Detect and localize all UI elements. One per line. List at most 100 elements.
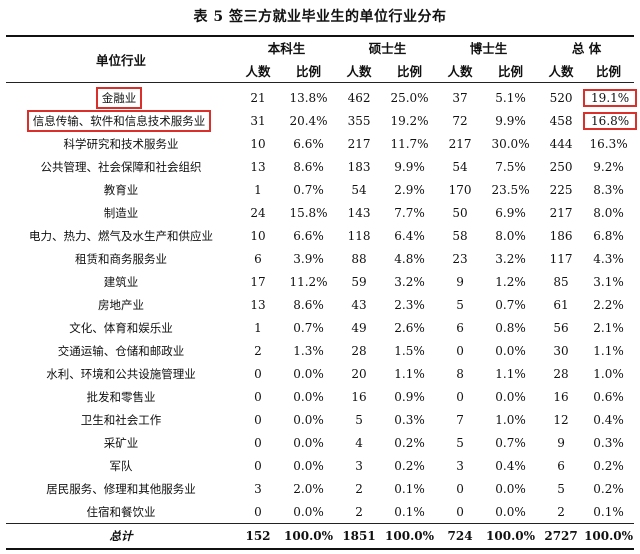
header-ratio: 比例 — [280, 59, 338, 83]
cell: 143 — [347, 205, 371, 220]
cell: 0 — [254, 412, 262, 427]
cell: 1.2% — [495, 274, 526, 289]
header-ratio: 比例 — [482, 59, 540, 83]
cell: 28 — [351, 343, 367, 358]
cell: 3 — [254, 481, 262, 496]
table-row: 教育业 1 0.7% 54 2.9% 170 23.5% 225 8.3% — [6, 178, 634, 201]
industry-name: 水利、环境和公共设施管理业 — [6, 362, 236, 385]
industry-name: 交通运输、仓储和邮政业 — [6, 339, 236, 362]
cell: 250 — [549, 159, 573, 174]
industry-label: 交通运输、仓储和邮政业 — [57, 343, 185, 358]
cell: 0.6% — [593, 389, 624, 404]
header-ratio: 比例 — [583, 59, 635, 83]
table-row: 采矿业 0 0.0% 4 0.2% 5 0.7% 9 0.3% — [6, 431, 634, 454]
cell: 3.1% — [593, 274, 624, 289]
cell: 56 — [553, 320, 569, 335]
cell: 58 — [452, 228, 468, 243]
industry-name: 电力、热力、燃气及水生产和供应业 — [6, 224, 236, 247]
industry-label: 军队 — [109, 458, 133, 473]
cell: 0 — [254, 389, 262, 404]
industry-name: 文化、体育和娱乐业 — [6, 316, 236, 339]
industry-name: 制造业 — [6, 201, 236, 224]
header-ratio: 比例 — [381, 59, 439, 83]
cell: 59 — [351, 274, 367, 289]
cell: 100.0% — [280, 523, 338, 550]
industry-name: 采矿业 — [6, 431, 236, 454]
table-row: 科学研究和技术服务业 10 6.6% 217 11.7% 217 30.0% 444 16.3% — [6, 132, 634, 155]
cell: 0.2% — [593, 458, 624, 473]
cell: 4.8% — [394, 251, 425, 266]
cell: 6 — [254, 251, 262, 266]
cell: 43 — [351, 297, 367, 312]
cell: 2 — [355, 481, 363, 496]
cell: 20 — [351, 366, 367, 381]
cell: 170 — [448, 182, 472, 197]
cell: 0.0% — [495, 343, 526, 358]
cell: 0.0% — [293, 412, 324, 427]
cell: 100.0% — [482, 523, 540, 550]
cell: 16 — [351, 389, 367, 404]
table-row: 电力、热力、燃气及水生产和供应业 10 6.6% 118 6.4% 58 8.0% 186 6.… — [6, 224, 634, 247]
cell: 3.2% — [495, 251, 526, 266]
cell: 0.7% — [495, 435, 526, 450]
cell: 6.6% — [293, 228, 324, 243]
header-undergrad: 本科生 — [267, 41, 306, 56]
cell: 1.5% — [394, 343, 425, 358]
cell: 2.1% — [593, 320, 624, 335]
cell: 100.0% — [381, 523, 439, 550]
cell: 25.0% — [390, 90, 429, 105]
cell: 2.6% — [394, 320, 425, 335]
industry-label: 文化、体育和娱乐业 — [69, 320, 173, 335]
cell: 2 — [355, 504, 363, 519]
table-row: 军队 0 0.0% 3 0.2% 3 0.4% 6 0.2% — [6, 454, 634, 477]
cell: 0.7% — [293, 182, 324, 197]
header-count: 人数 — [236, 59, 280, 83]
industry-distribution-table: 单位行业 本科生 硕士生 博士生 总 体 人数 比例 人数 比例 人数 比例 人… — [6, 36, 638, 550]
cell: 19.1% — [583, 83, 638, 110]
industry-label: 公共管理、社会保障和社会组织 — [40, 159, 202, 174]
industry-label: 卫生和社会工作 — [80, 412, 162, 427]
total-row: 总计 152 100.0% 1851 100.0% 724 100.0% 272… — [6, 523, 635, 550]
cell: 1851 — [337, 523, 382, 550]
table-row: 交通运输、仓储和邮政业 2 1.3% 28 1.5% 0 0.0% 30 1.1% — [6, 339, 634, 362]
cell: 462 — [347, 90, 371, 105]
cell: 0.0% — [293, 389, 324, 404]
industry-name: 科学研究和技术服务业 — [6, 132, 236, 155]
cell: 1.0% — [593, 366, 624, 381]
cell: 0.0% — [293, 504, 324, 519]
cell: 13.8% — [289, 90, 328, 105]
cell: 5 — [456, 297, 464, 312]
cell: 37 — [452, 90, 468, 105]
industry-label: 批发和零售业 — [86, 389, 156, 404]
table-row: 卫生和社会工作 0 0.0% 5 0.3% 7 1.0% 12 0.4% — [6, 408, 634, 431]
cell: 6.8% — [593, 228, 624, 243]
industry-label: 采矿业 — [103, 435, 139, 450]
table-row: 信息传输、软件和信息技术服务业 31 20.4% 355 19.2% 72 9.9% 458 1… — [6, 109, 638, 132]
industry-name: 住宿和餐饮业 — [6, 500, 236, 524]
cell: 0.7% — [495, 297, 526, 312]
cell: 13 — [250, 159, 266, 174]
table-row: 住宿和餐饮业 0 0.0% 2 0.1% 0 0.0% 2 0.1% — [6, 500, 634, 524]
cell: 0.8% — [495, 320, 526, 335]
cell: 7 — [456, 412, 464, 427]
highlighted-overall-ratio: 16.8% — [583, 111, 638, 130]
cell: 0 — [456, 389, 464, 404]
industry-name: 房地产业 — [6, 293, 236, 316]
cell: 0.0% — [495, 504, 526, 519]
industry-name: 居民服务、修理和其他服务业 — [6, 477, 236, 500]
header-industry: 单位行业 — [6, 36, 236, 83]
cell: 8.6% — [293, 297, 324, 312]
cell: 0.0% — [293, 366, 324, 381]
cell: 6.4% — [394, 228, 425, 243]
cell: 23.5% — [491, 182, 530, 197]
cell: 0.2% — [394, 458, 425, 473]
cell: 217 — [549, 205, 573, 220]
cell: 54 — [452, 159, 468, 174]
cell: 24 — [250, 205, 266, 220]
industry-label: 信息传输、软件和信息技术服务业 — [26, 109, 212, 132]
cell: 1 — [254, 182, 262, 197]
cell: 183 — [347, 159, 371, 174]
cell: 1.1% — [394, 366, 425, 381]
cell: 30.0% — [491, 136, 530, 151]
cell: 1.0% — [495, 412, 526, 427]
